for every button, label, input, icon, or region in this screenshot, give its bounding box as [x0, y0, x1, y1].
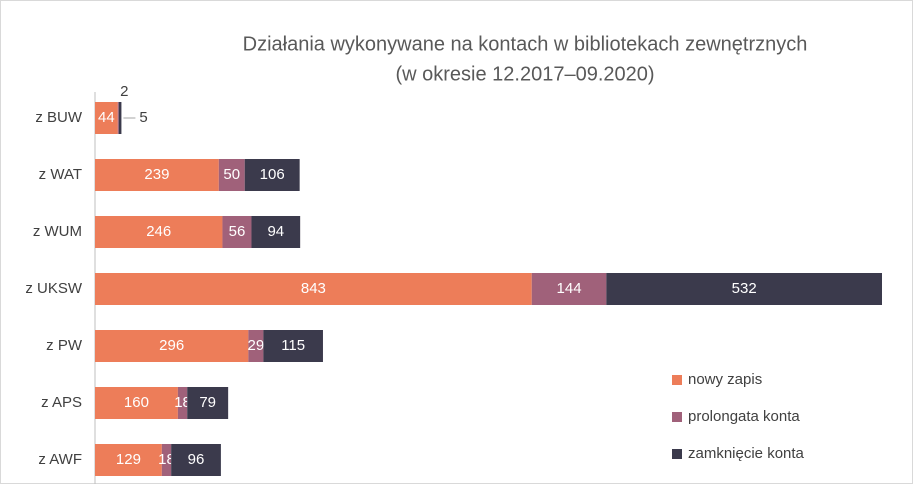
- data-label: 115: [281, 337, 305, 354]
- legend-label: zamknięcie konta: [688, 445, 805, 462]
- legend-label: nowy zapis: [688, 371, 762, 388]
- bar-segment: [251, 216, 301, 248]
- data-label: 18: [158, 451, 175, 468]
- chart-subtitle: (w okresie 12.2017–09.2020): [395, 63, 654, 85]
- bar-segment: [187, 387, 229, 419]
- bar-segment: [171, 444, 221, 476]
- legend-label: prolongata konta: [688, 408, 800, 425]
- data-label: 843: [301, 280, 326, 297]
- bar-segment: [244, 159, 300, 191]
- data-label: 5: [139, 109, 147, 126]
- data-label: 129: [116, 451, 141, 468]
- y-tick-label: z APS: [41, 394, 82, 411]
- bar-segment: [218, 159, 245, 191]
- data-label: 94: [267, 223, 284, 240]
- data-label: 2: [120, 83, 128, 100]
- data-label: 29: [248, 337, 265, 354]
- data-label: 50: [223, 166, 240, 183]
- data-label: 532: [732, 280, 757, 297]
- data-label: 160: [124, 394, 149, 411]
- data-label: 106: [260, 166, 285, 183]
- legend-swatch: [672, 412, 682, 422]
- bar-segment: [95, 273, 532, 305]
- bar-segment: [177, 387, 188, 419]
- data-label: 239: [144, 166, 169, 183]
- bar-segment: [222, 216, 252, 248]
- y-tick-label: z PW: [46, 337, 83, 354]
- y-tick-label: z BUW: [35, 109, 83, 126]
- y-tick-label: z UKSW: [25, 280, 83, 297]
- legend-swatch: [672, 449, 682, 459]
- bar-segment: [263, 330, 323, 362]
- bar-segment: [248, 330, 264, 362]
- data-label: 96: [188, 451, 205, 468]
- data-label: 18: [174, 394, 191, 411]
- bar-segment: [95, 159, 219, 191]
- data-label: 246: [146, 223, 171, 240]
- bar-segment: [118, 102, 122, 134]
- bar-segment: [117, 102, 119, 134]
- bar-segment: [606, 273, 882, 305]
- data-label: 144: [557, 280, 582, 297]
- data-label: 79: [199, 394, 216, 411]
- legend-swatch: [672, 375, 682, 385]
- bar-segment: [95, 216, 223, 248]
- y-tick-label: z AWF: [38, 451, 82, 468]
- y-tick-label: z WUM: [33, 223, 82, 240]
- bar-segment: [95, 330, 249, 362]
- bar-segment: [95, 102, 118, 134]
- bar-segment: [95, 444, 162, 476]
- data-label: 296: [159, 337, 184, 354]
- chart-title: Działania wykonywane na kontach w biblio…: [243, 33, 808, 55]
- data-label: 44: [98, 109, 115, 126]
- bar-segment: [95, 387, 178, 419]
- bar-segment: [161, 444, 172, 476]
- bar-segment: [531, 273, 607, 305]
- y-tick-label: z WAT: [39, 166, 82, 183]
- data-label: 56: [229, 223, 246, 240]
